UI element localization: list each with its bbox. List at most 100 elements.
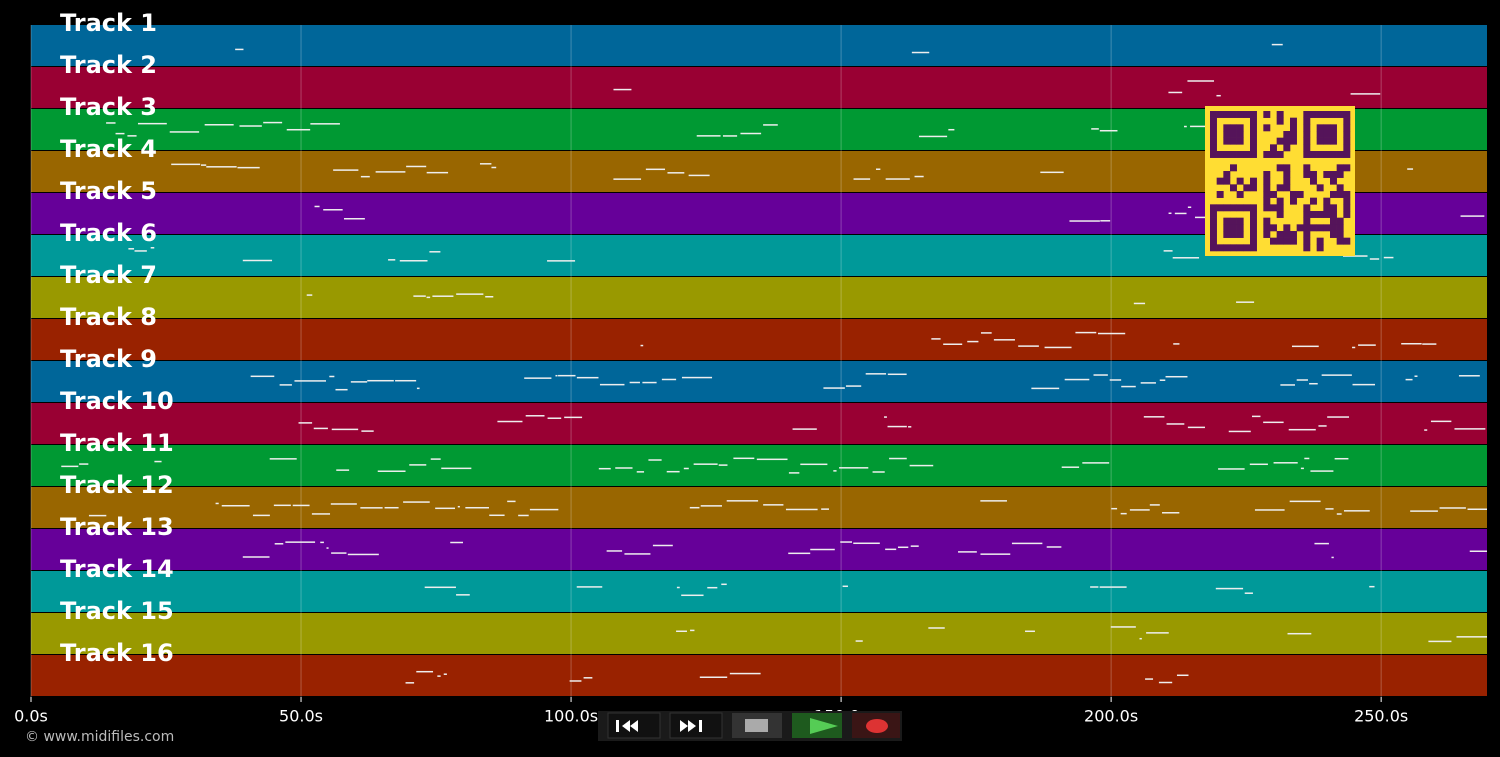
note <box>426 296 431 299</box>
note <box>821 508 829 510</box>
note <box>928 627 945 629</box>
note <box>450 541 464 544</box>
qr-module <box>1236 137 1244 145</box>
note <box>733 457 755 460</box>
note <box>1166 423 1185 425</box>
note <box>360 175 370 178</box>
qr-module <box>1330 131 1337 138</box>
qr-module <box>1303 151 1311 158</box>
note <box>785 508 818 511</box>
note <box>683 467 689 470</box>
note <box>699 676 728 678</box>
note <box>1091 128 1099 130</box>
qr-module <box>1330 204 1337 212</box>
note <box>252 514 270 517</box>
qr-module <box>1343 117 1351 125</box>
note <box>137 122 167 125</box>
note <box>1046 546 1062 548</box>
note <box>558 374 576 377</box>
rewind-button[interactable] <box>607 712 661 739</box>
note <box>377 470 406 472</box>
fast-forward-button[interactable] <box>669 712 723 739</box>
note <box>314 205 320 208</box>
note <box>1424 429 1428 431</box>
note <box>1327 416 1350 418</box>
qr-module <box>1250 231 1257 238</box>
note <box>313 427 328 430</box>
qr-module <box>1230 184 1237 192</box>
qr-module <box>1216 204 1224 212</box>
note <box>648 459 662 461</box>
note <box>792 428 817 430</box>
qr-module <box>1316 151 1324 158</box>
qr-module <box>1263 224 1271 232</box>
qr-module <box>1250 244 1257 252</box>
note <box>721 583 727 586</box>
note <box>1109 379 1122 381</box>
note <box>689 506 700 509</box>
x-tick-label: 200.0s <box>1084 707 1138 726</box>
note <box>497 420 523 423</box>
qr-module <box>1243 204 1251 212</box>
note <box>1271 43 1283 46</box>
note <box>331 428 359 431</box>
qr-module <box>1343 137 1351 145</box>
note <box>740 132 762 135</box>
note <box>1190 125 1214 128</box>
note <box>1358 344 1376 346</box>
note <box>1064 378 1090 381</box>
note <box>636 471 645 473</box>
note <box>329 375 335 378</box>
note <box>134 250 147 252</box>
qr-module <box>1210 144 1217 152</box>
qr-module <box>1336 217 1344 225</box>
note <box>1369 258 1380 260</box>
qr-module <box>1210 124 1217 132</box>
note <box>1414 375 1418 377</box>
note <box>1031 387 1060 390</box>
note <box>127 135 137 137</box>
track-label: Track 3 <box>60 93 157 121</box>
qr-module <box>1343 144 1351 152</box>
note <box>1129 509 1150 511</box>
qr-module <box>1323 131 1331 138</box>
note <box>885 548 897 551</box>
qr-module <box>1223 171 1231 178</box>
note <box>700 505 722 507</box>
track-row <box>31 571 1487 612</box>
qr-module <box>1210 237 1217 245</box>
note <box>150 247 155 249</box>
track-row <box>31 613 1487 654</box>
note <box>273 504 291 507</box>
note <box>576 586 603 588</box>
note <box>1111 507 1118 510</box>
note <box>1120 512 1127 515</box>
qr-module <box>1263 197 1271 205</box>
qr-module <box>1210 137 1217 145</box>
qr-module <box>1230 244 1237 252</box>
qr-code[interactable] <box>1205 106 1355 256</box>
track-label: Track 15 <box>60 597 174 625</box>
qr-module <box>1310 111 1317 118</box>
qr-module <box>1303 131 1311 138</box>
note <box>1428 640 1452 643</box>
qr-module <box>1263 204 1271 212</box>
note <box>1216 94 1221 97</box>
record-button[interactable] <box>852 713 900 738</box>
track-label: Track 2 <box>60 51 157 79</box>
qr-module <box>1210 151 1217 158</box>
qr-module <box>1303 231 1311 238</box>
note <box>756 458 788 461</box>
qr-module <box>1343 197 1351 205</box>
qr-module <box>1303 144 1311 152</box>
note <box>507 500 516 503</box>
stop-button[interactable] <box>732 713 782 738</box>
note <box>1325 508 1334 510</box>
note <box>456 594 470 596</box>
note <box>1140 382 1156 384</box>
qr-module <box>1283 224 1291 232</box>
note <box>1410 510 1438 512</box>
track-labels: Track 1 Track 2 Track 3 Track 4 Track 5 Track… <box>60 9 174 667</box>
note <box>1249 463 1268 466</box>
play-button[interactable] <box>792 713 842 738</box>
